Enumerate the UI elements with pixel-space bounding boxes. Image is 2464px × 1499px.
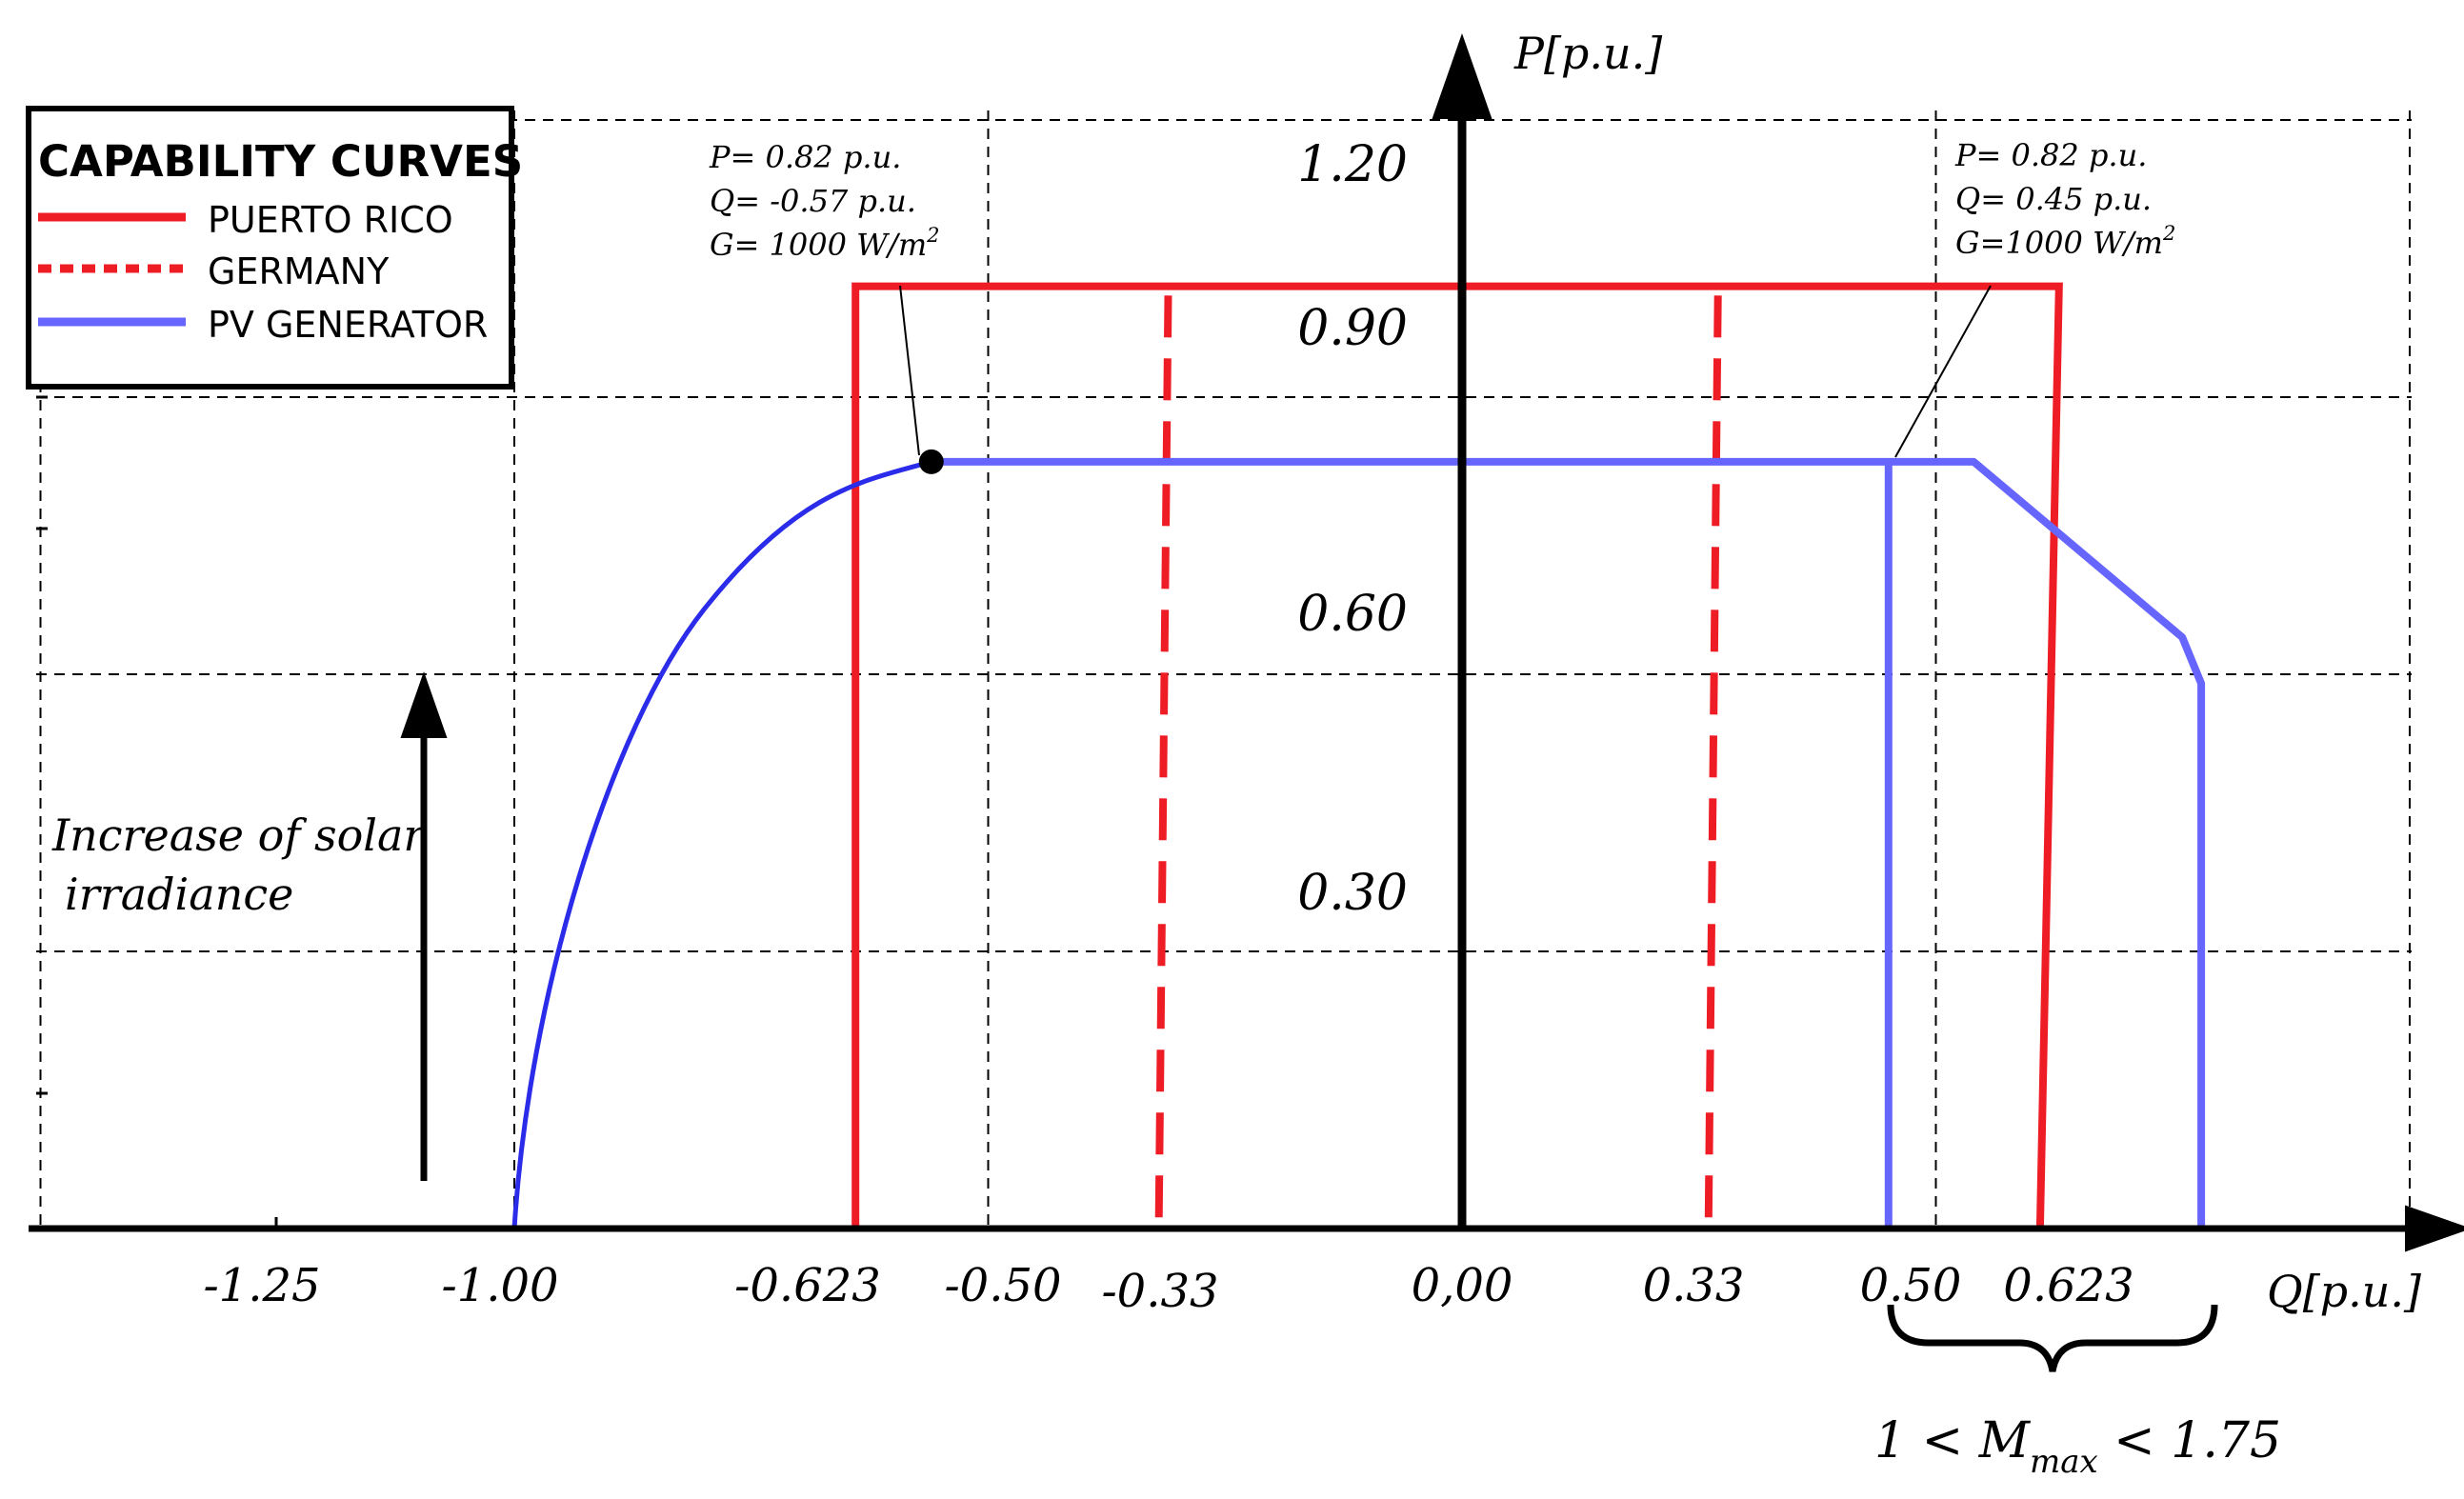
x-axis-title: Q[p.u.]	[2267, 1266, 2421, 1317]
annotation-left-point: P= 0.82 p.u. Q= -0.57 p.u. G= 1000 W/m2	[709, 139, 940, 263]
modulation-brace	[1887, 1304, 2218, 1372]
axes	[29, 33, 2464, 1252]
series-germany-line-2	[1704, 295, 1722, 1229]
legend: CAPABILITY CURVES PUERTO RICO GERMANY PV…	[26, 106, 523, 390]
tick-labels: -1.25 -1.00 -0.623 -0.50 -0.33 0,00 0.33 0.50 0.…	[203, 136, 2133, 1318]
x-tick-label: -0.50	[944, 1259, 1061, 1312]
annotation-left-line-2: Q= -0.57 p.u.	[710, 183, 916, 219]
annotation-right-line-2: Q= 0.45 p.u.	[1955, 181, 2152, 217]
series-puerto-rico	[851, 282, 2063, 1229]
x-tick-label: 0,00	[1412, 1259, 1513, 1312]
annotation-left-leader	[899, 285, 920, 456]
annotation-left-line-3: G= 1000 W/m2	[710, 224, 940, 263]
irradiance-annotation: Increase of solar irradiance	[51, 809, 427, 920]
irradiance-line-2: irradiance	[65, 869, 293, 920]
legend-label-pv-generator: PV GENERATOR	[208, 304, 488, 346]
annotation-left-line-1: P= 0.82 p.u.	[709, 139, 901, 175]
legend-box	[26, 106, 514, 390]
series-layer	[511, 282, 2206, 1229]
annotations	[918, 449, 944, 474]
series-pv-generator	[931, 457, 2206, 1229]
series-germany-line-1	[1154, 295, 1172, 1229]
legend-label-germany: GERMANY	[208, 250, 390, 292]
x-tick-label: 0.33	[1643, 1259, 1745, 1312]
x-tick-label: 0.623	[2003, 1259, 2133, 1312]
series-pv-generator-curve	[511, 459, 932, 1229]
y-tick-label: 0.60	[1297, 586, 1408, 643]
x-tick-label: 0.50	[1860, 1259, 1962, 1312]
operating-point-marker	[918, 449, 944, 474]
y-axis-title: P[p.u.]	[1513, 28, 1662, 79]
x-tick-label: -1.00	[441, 1259, 558, 1312]
annotation-right-point: P= 0.82 p.u. Q= 0.45 p.u. G=1000 W/m2	[1954, 137, 2175, 261]
y-tick-label: 1.20	[1297, 136, 1408, 193]
y-tick-label: 0.90	[1297, 300, 1408, 357]
legend-label-puerto-rico: PUERTO RICO	[208, 199, 453, 241]
annotation-right-line-1: P= 0.82 p.u.	[1954, 137, 2147, 173]
x-tick-label: -1.25	[203, 1259, 320, 1312]
irradiance-line-1: Increase of solar	[51, 809, 427, 861]
x-tick-label: -0.623	[734, 1259, 881, 1312]
modulation-label: 1 < Mmax < 1.75	[1874, 1412, 2281, 1481]
legend-title: CAPABILITY CURVES	[38, 136, 523, 187]
y-tick-label: 0.30	[1297, 865, 1408, 922]
annotation-right-line-3: G=1000 W/m2	[1955, 222, 2175, 261]
annotation-right-leader	[1894, 285, 1992, 458]
x-tick-label: -0.33	[1101, 1265, 1218, 1318]
